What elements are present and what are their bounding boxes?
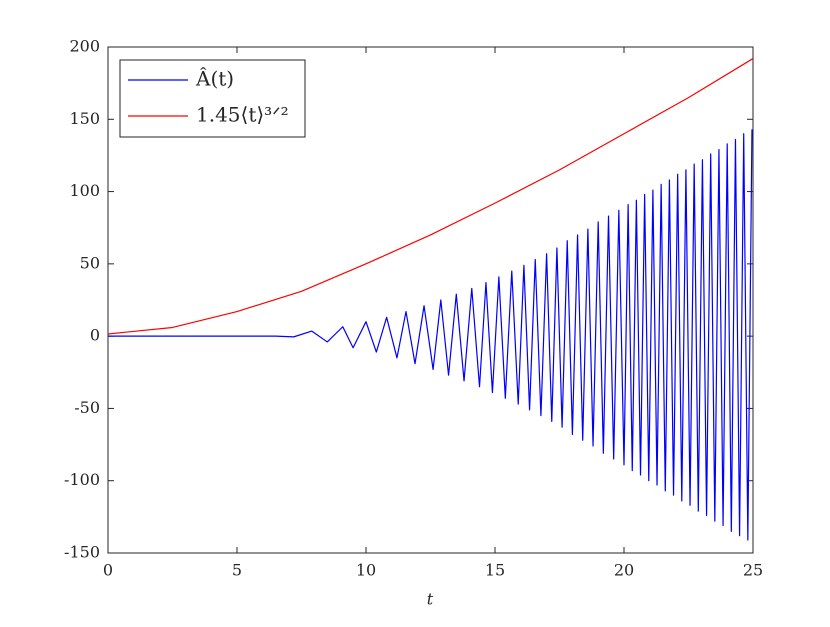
legend-label: 1.45⟨t⟩³ᐟ² (196, 103, 289, 127)
y-tick-label: -50 (74, 398, 100, 417)
x-tick-label: 20 (614, 561, 634, 580)
y-tick-label: 100 (69, 181, 100, 200)
series-line (108, 129, 753, 541)
y-tick-label: -150 (64, 543, 100, 562)
x-tick-label: 5 (232, 561, 242, 580)
x-tick-label: 0 (103, 561, 113, 580)
legend-box (119, 59, 306, 138)
legend-label: Â(t) (195, 67, 234, 91)
y-tick-label: -100 (64, 470, 100, 489)
x-tick-label: 10 (356, 561, 376, 580)
x-tick-label: 15 (485, 561, 505, 580)
y-tick-label: 150 (69, 109, 100, 128)
x-tick-label: 25 (743, 561, 763, 580)
x-axis-label: t (427, 590, 434, 609)
series-line (107, 58, 754, 335)
y-tick-label: 50 (80, 253, 100, 272)
y-tick-label: 0 (90, 326, 100, 345)
y-tick-label: 200 (69, 37, 100, 56)
